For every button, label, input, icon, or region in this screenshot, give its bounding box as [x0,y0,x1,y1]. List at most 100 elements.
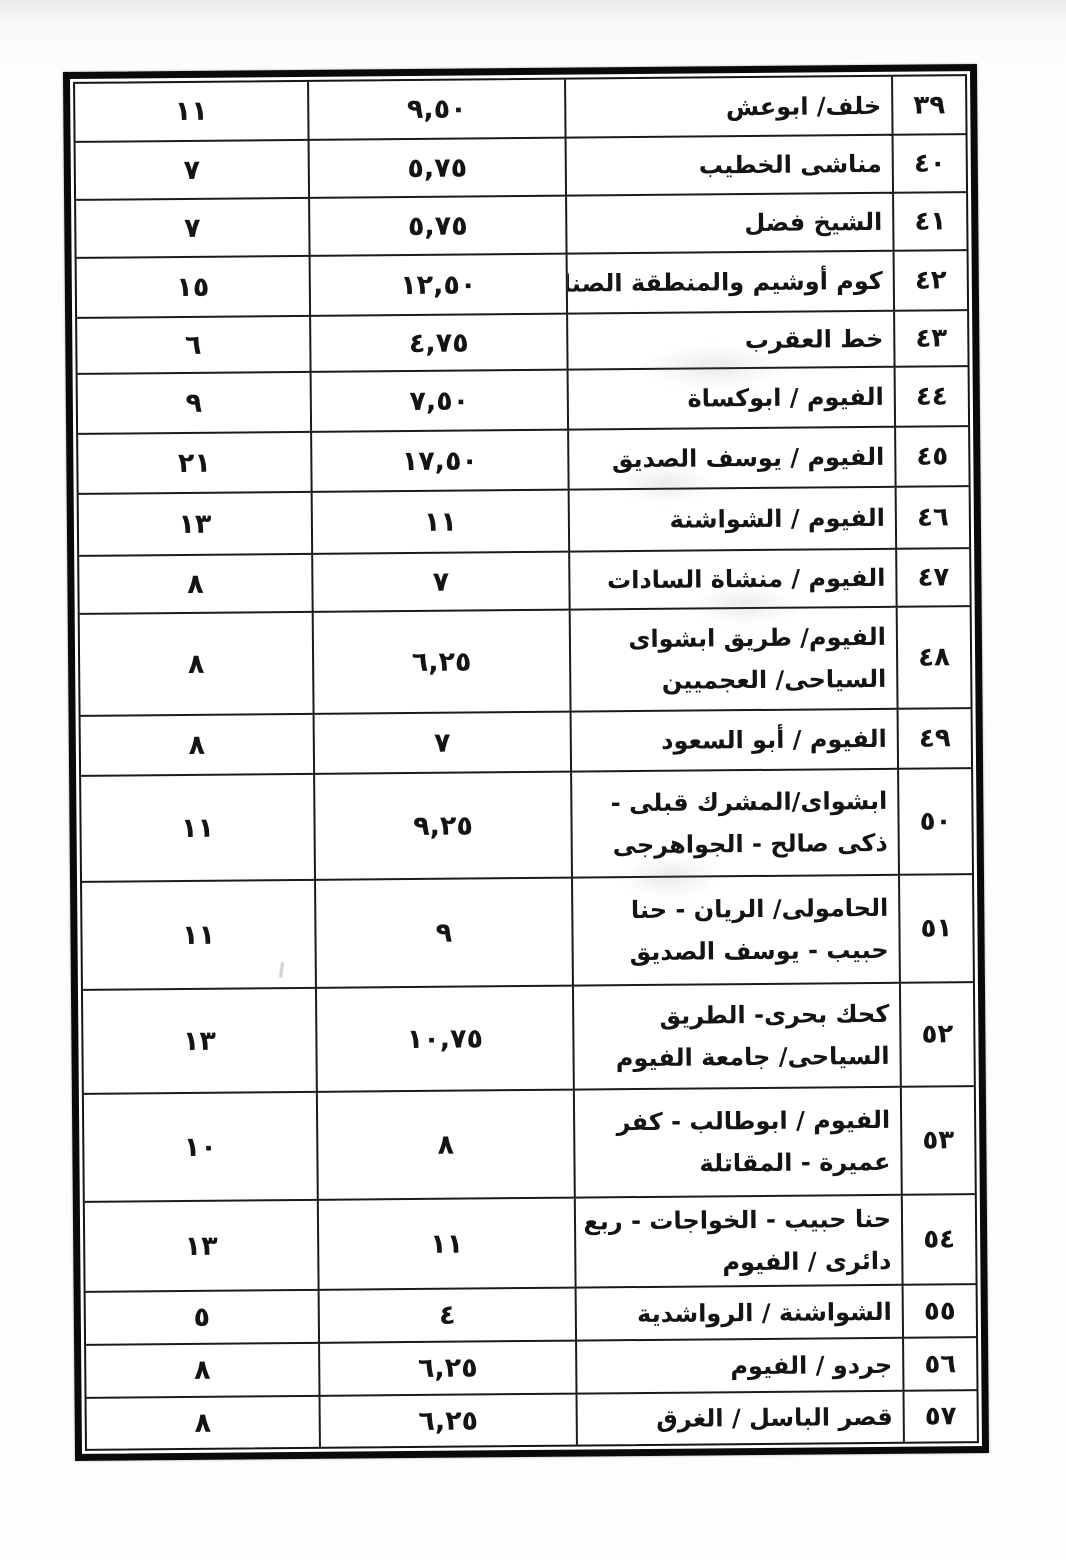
row-number-cell: ٤١ [893,192,967,251]
inner-border: ٣٩ خلف/ ابوعش ٩,٥٠ ١١ ٤٠ مناشى الخطيب ٥,… [73,74,979,1451]
row-number-cell: ٤٥ [895,426,969,487]
fare-cell: ٤ [318,1287,577,1343]
fare-cell: ٧ [312,551,570,612]
table-row: ٥٤ حنا حبيب - الخواجات - ربع دائرى / الف… [84,1194,976,1292]
amount-cell: ١١ [81,773,316,882]
table-row: ٤٩ الفيوم / أبو السعود ٧ ٨ [80,708,972,776]
amount-cell: ٨ [86,1342,320,1398]
fare-cell: ١٢,٥٠ [309,253,568,316]
table-row: ٤٦ الفيوم / الشواشنة ١١ ١٣ [78,486,970,556]
fare-cell: ٦,٢٥ [319,1340,577,1396]
route-cell: مناشى الخطيب [565,134,894,196]
route-cell: الحامولى/ الريان - حنا حبيب - يوسف الصدي… [572,874,900,986]
amount-cell: ١٠ [83,1091,318,1202]
route-cell: جردو / الفيوم [576,1337,904,1394]
route-cell: الفيوم / أبو السعود [570,708,899,772]
route-cell: كحك بحرى- الطريق السياحى/ جامعة الفيوم [572,982,901,1090]
fare-cell: ١١ [317,1197,576,1290]
table-row: ٤٢ كوم أوشيم والمنطقة الصناعية ١٢,٥٠ ١٥ [76,250,968,318]
amount-cell: ٨ [79,553,313,614]
fare-cell: ٩,٢٥ [314,771,573,880]
table-row: ٥٦ جردو / الفيوم ٦,٢٥ ٨ [86,1337,977,1398]
row-number-cell: ٤٢ [893,250,968,311]
amount-cell: ٢١ [78,431,312,494]
route-cell: ابشواى/المشرك قبلى - ذكى صالح - الجواهرج… [571,768,899,878]
row-number-cell: ٥٦ [903,1337,977,1391]
row-number-cell: ٥٢ [899,982,974,1087]
table-row: ٤١ الشيخ فضل ٥,٧٥ ٧ [76,192,967,258]
row-number-cell: ٥٣ [900,1086,975,1195]
fare-cell: ٨ [316,1089,575,1200]
fare-cell: ١١ [311,489,570,554]
route-cell: الشواشنة / الرواشدية [575,1284,904,1341]
table-row: ٣٩ خلف/ ابوعش ٩,٥٠ ١١ [75,76,966,142]
amount-cell: ١٣ [78,491,313,556]
row-number-cell: ٤٠ [892,134,967,193]
amount-cell: ٧ [76,197,310,258]
row-number-cell: ٣٩ [892,76,966,135]
route-cell: الشيخ فضل [566,192,894,254]
row-number-cell: ٤٦ [895,486,970,549]
amount-cell: ١٥ [76,255,311,318]
fare-cell: ٤,٧٥ [310,313,568,372]
route-cell: كوم أوشيم والمنطقة الصناعية [566,250,895,314]
fare-cell: ٥,٧٥ [309,195,567,256]
amount-cell: ١١ [75,81,309,142]
table-row: ٤٣ خط العقرب ٤,٧٥ ٦ [77,310,968,374]
row-number-cell: ٤٣ [894,310,968,367]
table-row: ٥٢ كحك بحرى- الطريق السياحى/ جامعة الفيو… [82,982,974,1094]
row-number-cell: ٤٧ [896,548,970,607]
route-cell: حنا حبيب - الخواجات - ربع دائرى / الفيوم [574,1194,903,1288]
fare-table: ٣٩ خلف/ ابوعش ٩,٥٠ ١١ ٤٠ مناشى الخطيب ٥,… [75,76,977,1449]
fare-table-frame: ٣٩ خلف/ ابوعش ٩,٥٠ ١١ ٤٠ مناشى الخطيب ٥,… [62,64,990,1461]
table-row: ٤٤ الفيوم / ابوكساة ٧,٥٠ ٩ [77,366,969,434]
route-cell: الفيوم / منشاة السادات [569,548,897,610]
amount-cell: ٧ [75,139,310,200]
fare-cell: ٦,٢٥ [319,1393,577,1447]
amount-cell: ٩ [77,371,312,434]
route-cell: الفيوم / يوسف الصديق [568,426,896,490]
route-cell: الفيوم / ابوطالب - كفر عميرة - المقاتلة [573,1086,902,1198]
row-number-cell: ٥٥ [902,1284,977,1338]
route-cell: الفيوم / ابوكساة [567,366,896,430]
table-row: ٤٨ الفيوم/ طريق ابشواى السياحى/ العجميين… [79,606,971,716]
amount-cell: ٥ [85,1289,320,1345]
fare-cell: ٥,٧٥ [308,137,567,198]
table-row: ٥١ الحامولى/ الريان - حنا حبيب - يوسف ال… [82,874,973,990]
row-number-cell: ٤٤ [894,366,969,427]
table-row: ٤٧ الفيوم / منشاة السادات ٧ ٨ [79,548,970,614]
row-number-cell: ٥٤ [901,1194,976,1285]
table-row: ٥٥ الشواشنة / الرواشدية ٤ ٥ [85,1284,977,1345]
route-cell: الفيوم / الشواشنة [568,486,897,552]
table-row: ٤٥ الفيوم / يوسف الصديق ١٧,٥٠ ٢١ [78,426,969,494]
amount-cell: ١١ [82,879,316,990]
fare-cell: ٧,٥٠ [310,369,569,432]
amount-cell: ٨ [86,1395,320,1449]
amount-cell: ١٣ [82,987,317,1094]
amount-cell: ٨ [80,713,315,776]
route-cell: خلف/ ابوعش [565,76,893,138]
fare-cell: ٦,٢٥ [312,609,571,714]
table-row: ٥٧ قصر الباسل / الغرق ٦,٢٥ ٨ [86,1390,977,1449]
outer-border: ٣٩ خلف/ ابوعش ٩,٥٠ ١١ ٤٠ مناشى الخطيب ٥,… [62,64,990,1461]
row-number-cell: ٥٠ [898,768,972,875]
row-number-cell: ٥٧ [903,1390,977,1442]
route-cell: قصر الباسل / الغرق [576,1390,904,1445]
fare-cell: ١٧,٥٠ [311,429,569,492]
fare-cell: ٩,٥٠ [308,79,566,140]
table-row: ٤٠ مناشى الخطيب ٥,٧٥ ٧ [75,134,967,200]
fare-cell: ٧ [313,711,572,774]
row-number-cell: ٤٨ [896,606,971,709]
row-number-cell: ٥١ [898,874,973,983]
amount-cell: ٨ [79,611,314,716]
amount-cell: ٦ [77,315,311,374]
route-cell: الفيوم/ طريق ابشواى السياحى/ العجميين [569,606,898,712]
route-cell: خط العقرب [567,310,895,370]
fare-cell: ٩ [315,877,573,988]
table-row: ٥٠ ابشواى/المشرك قبلى - ذكى صالح - الجوا… [81,768,972,882]
fare-cell: ١٠,٧٥ [315,985,574,1092]
row-number-cell: ٤٩ [897,708,972,769]
table-row: ٥٣ الفيوم / ابوطالب - كفر عميرة - المقات… [83,1086,975,1202]
amount-cell: ١٣ [84,1199,319,1292]
